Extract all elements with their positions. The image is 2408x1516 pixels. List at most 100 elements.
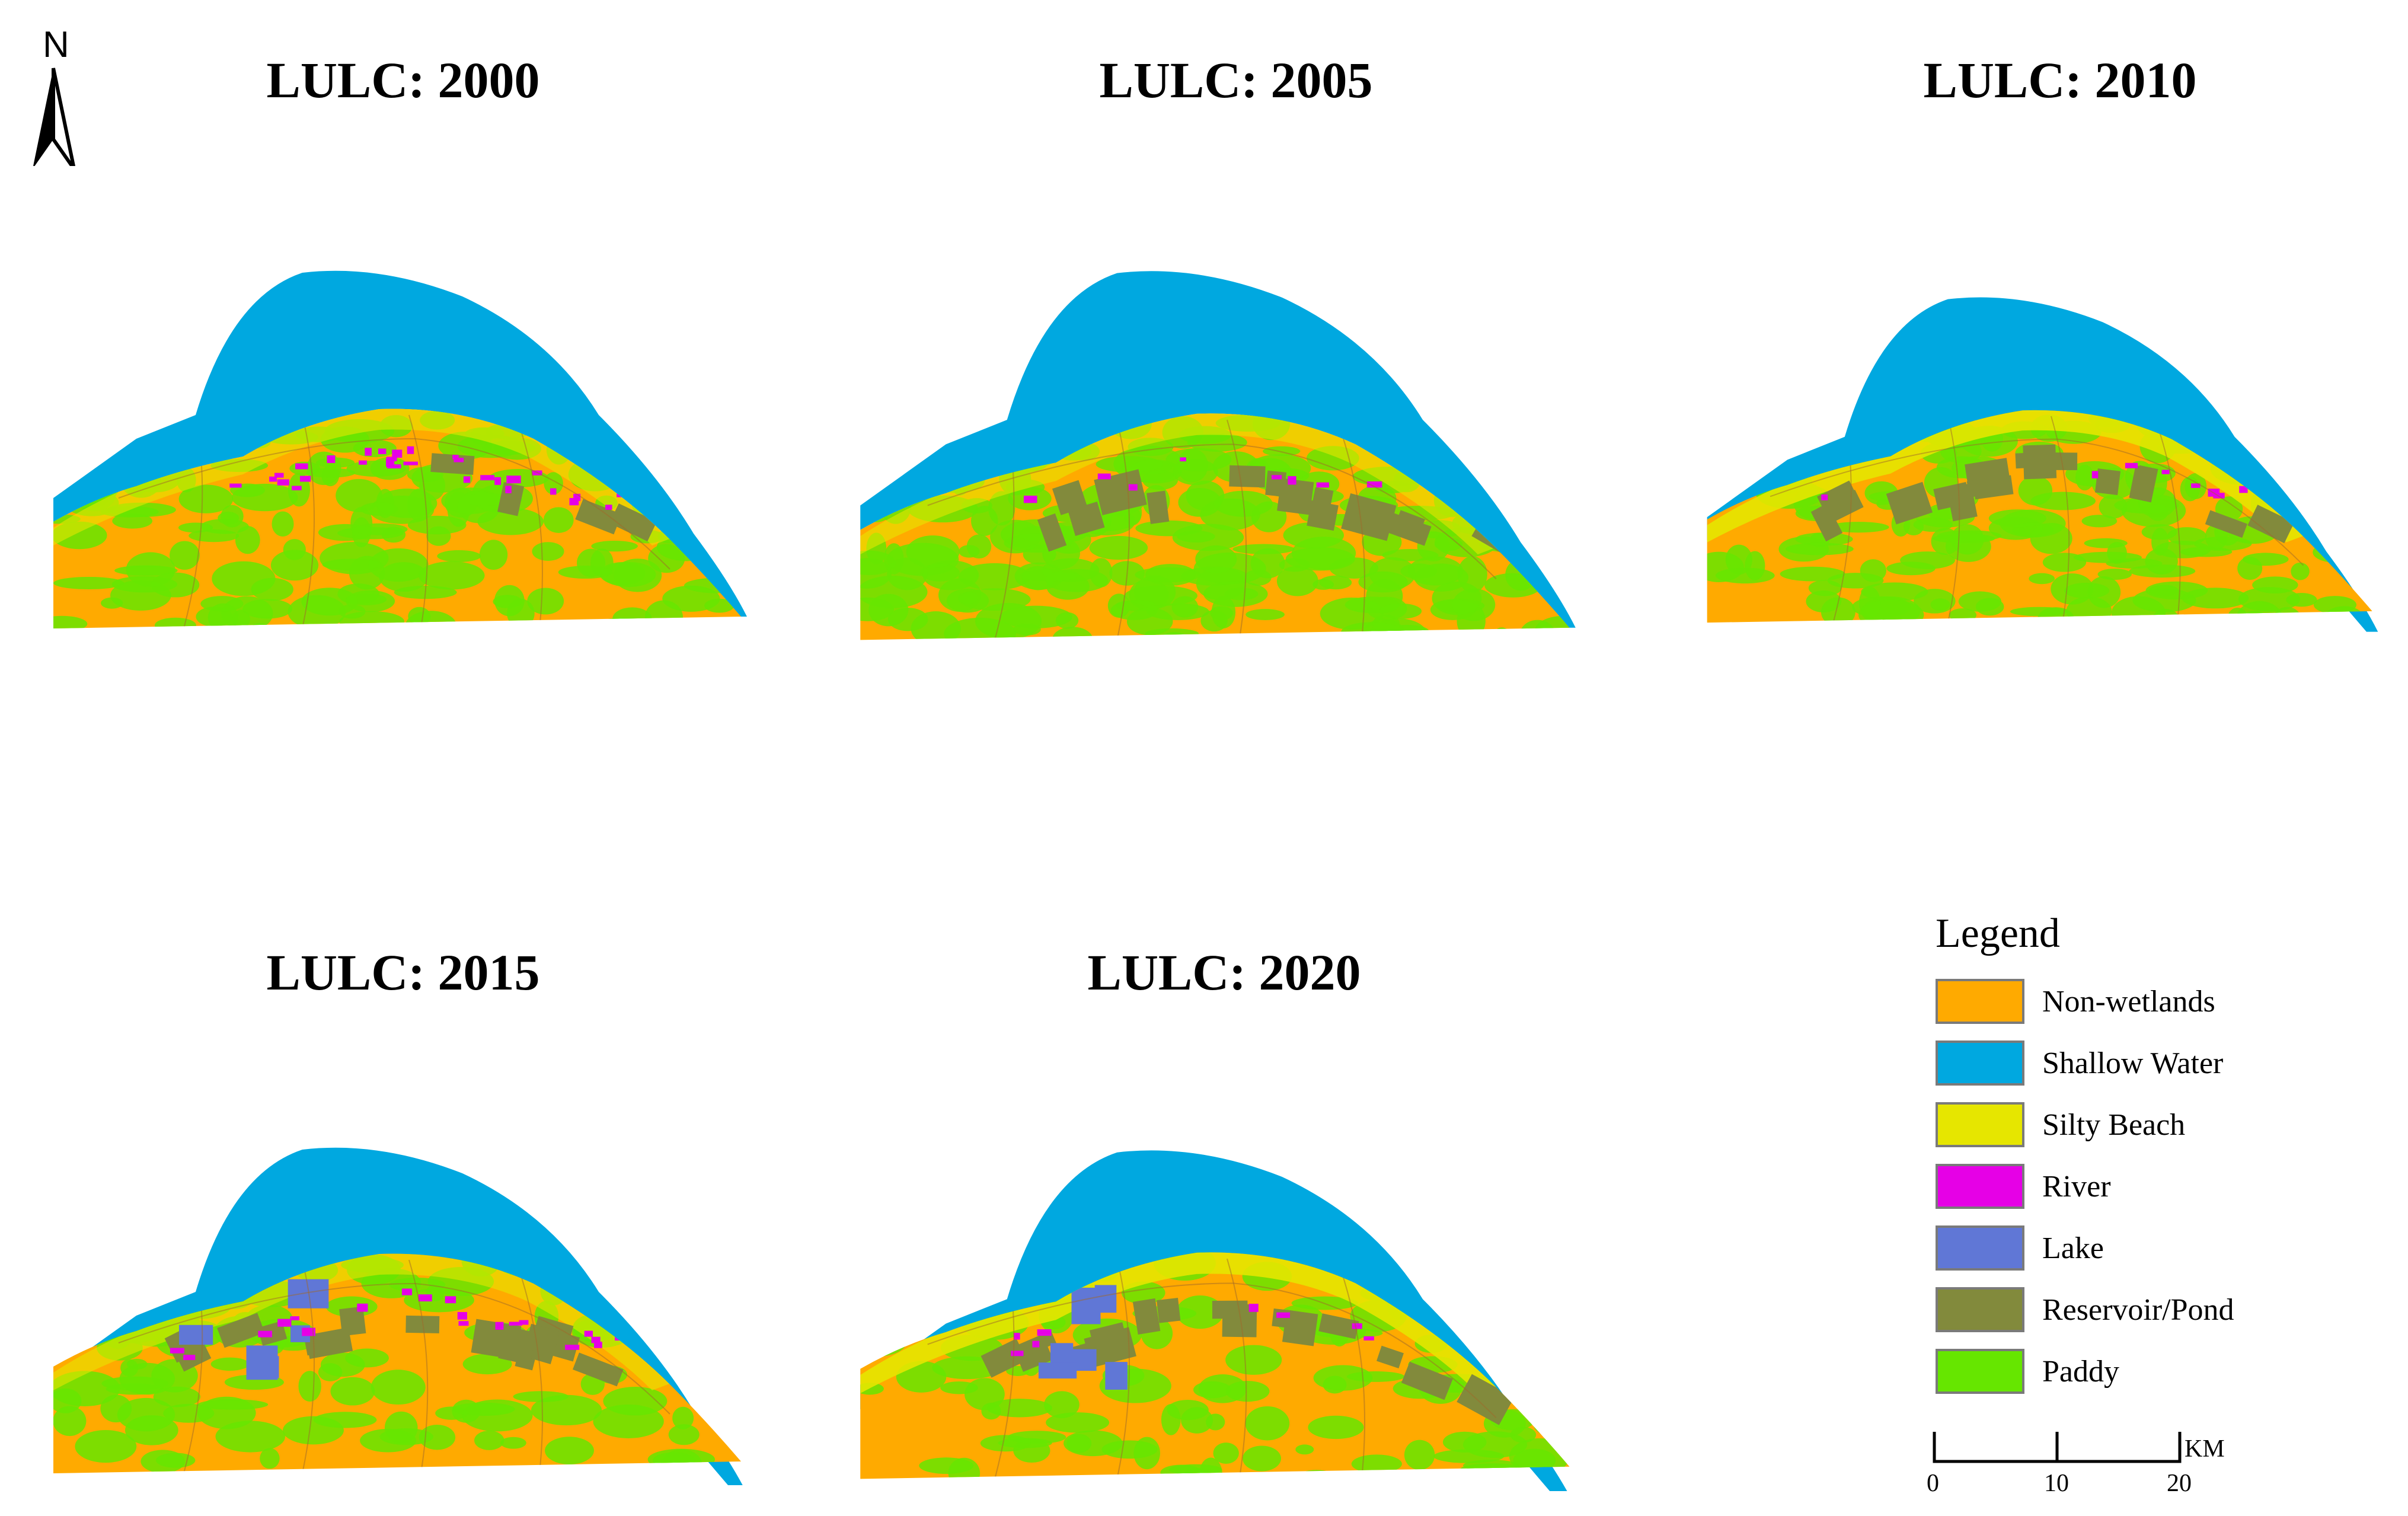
lake-patch <box>253 1356 279 1378</box>
paddy-patch <box>2099 494 2128 519</box>
road-line <box>302 414 315 629</box>
lake-patch <box>1038 1362 1077 1379</box>
road-line <box>1770 438 2304 566</box>
river-patch <box>407 446 414 454</box>
river-patch <box>1316 482 1329 488</box>
legend-swatch <box>1936 1287 2024 1332</box>
paddy-patch <box>1526 1337 1553 1371</box>
paddy-patch <box>543 507 574 533</box>
paddy-patch <box>2129 564 2196 578</box>
paddy-patch <box>462 1354 512 1375</box>
paddy-patch <box>860 1297 906 1329</box>
river-patch <box>1366 481 1382 488</box>
reservoir-pond-patch <box>573 1352 624 1387</box>
paddy-patch <box>2313 423 2367 445</box>
river-patch <box>365 448 372 456</box>
river-patch <box>170 1348 184 1354</box>
paddy-patch <box>1424 1269 1487 1282</box>
paddy-patch <box>924 1281 969 1313</box>
paddy-patch <box>513 1391 569 1402</box>
paddy-patch <box>1806 590 1842 612</box>
paddy-patch <box>2152 608 2180 623</box>
paddy-patch <box>1276 566 1318 596</box>
river-patch <box>359 460 367 465</box>
paddy-patch <box>139 1260 197 1290</box>
paddy-patch <box>940 1381 978 1394</box>
paddy-patch <box>1553 500 1570 529</box>
reservoir-pond-patch <box>217 1313 265 1348</box>
reservoir-pond-patch <box>1222 1304 1257 1338</box>
paddy-patch <box>1988 516 2043 540</box>
reservoir-pond-patch <box>1157 1297 1181 1323</box>
river-patch <box>302 1327 316 1336</box>
paddy-patch <box>715 408 739 429</box>
paddy-patch <box>981 1402 1001 1420</box>
paddy-patch <box>2132 588 2196 612</box>
legend-item: Paddy <box>1936 1341 2350 1402</box>
paddy-patch <box>1465 1276 1487 1308</box>
paddy-patch <box>920 563 960 582</box>
paddy-patch <box>2121 494 2186 527</box>
reservoir-pond-patch <box>1318 1313 1359 1339</box>
legend-swatch <box>1936 1225 2024 1271</box>
scale-bar-line <box>1933 1432 2182 1463</box>
paddy-patch <box>306 468 356 478</box>
paddy-patch <box>1707 410 1752 430</box>
river-patch <box>378 448 387 454</box>
river-patch <box>1014 1333 1020 1340</box>
paddy-patch <box>407 515 467 535</box>
paddy-patch <box>53 434 104 462</box>
river-patch <box>2239 486 2248 493</box>
river-patch <box>495 1322 504 1330</box>
paddy-patch <box>1379 603 1422 620</box>
shallow-water-area <box>53 1147 743 1485</box>
reservoir-pond-patch <box>1457 1374 1515 1425</box>
paddy-patch <box>1533 1412 1570 1438</box>
paddy-patch <box>1531 442 1570 455</box>
paddy-patch <box>1749 411 1804 428</box>
paddy-patch <box>260 1448 280 1469</box>
road-line <box>2051 416 2070 623</box>
scale-bar: KM 0 10 20 <box>1927 1429 2265 1512</box>
paddy-patch <box>2313 596 2357 614</box>
paddy-patch <box>419 561 485 590</box>
paddy-patch <box>2073 551 2142 563</box>
north-label: N <box>43 24 69 65</box>
paddy-patch <box>235 526 260 554</box>
river-patch <box>1011 1351 1024 1357</box>
road-line <box>2154 416 2181 623</box>
paddy-patch <box>437 550 481 562</box>
paddy-patch <box>958 592 978 604</box>
road-line <box>1947 416 1960 623</box>
paddy-patch <box>958 563 1031 591</box>
paddy-patch <box>1295 1444 1314 1455</box>
paddy-patch <box>221 596 273 629</box>
legend-label: Reservoir/Pond <box>2042 1292 2234 1327</box>
scale-tick-0: 0 <box>1927 1470 1939 1497</box>
paddy-patch <box>1462 436 1489 471</box>
paddy-patch <box>1225 1345 1282 1375</box>
river-patch <box>1352 1323 1362 1329</box>
shallow-water-area <box>1707 297 2378 632</box>
paddy-patch <box>218 512 239 525</box>
paddy-patch <box>1930 598 1950 611</box>
paddy-patch <box>1931 528 1960 556</box>
paddy-patch <box>1504 486 1548 510</box>
river-patch <box>594 1341 602 1348</box>
paddy-patch <box>1432 581 1482 615</box>
river-patch <box>2125 462 2138 468</box>
river-patch <box>258 1330 272 1338</box>
legend-swatch <box>1936 1102 2024 1147</box>
paddy-patch <box>2286 593 2317 607</box>
paddy-patch <box>1133 1437 1161 1470</box>
silty-beach-band <box>53 408 676 545</box>
reservoir-pond-patch <box>1094 469 1147 516</box>
shallow-water-area <box>860 1150 1567 1491</box>
paddy-patch <box>452 1402 515 1416</box>
reservoir-pond-patch <box>1277 478 1314 515</box>
silty-beach-band <box>53 1253 676 1390</box>
paddy-patch <box>1861 582 1928 601</box>
paddy-patch <box>210 1357 250 1371</box>
paddy-patch <box>532 542 564 561</box>
paddy-patch <box>75 1430 137 1463</box>
